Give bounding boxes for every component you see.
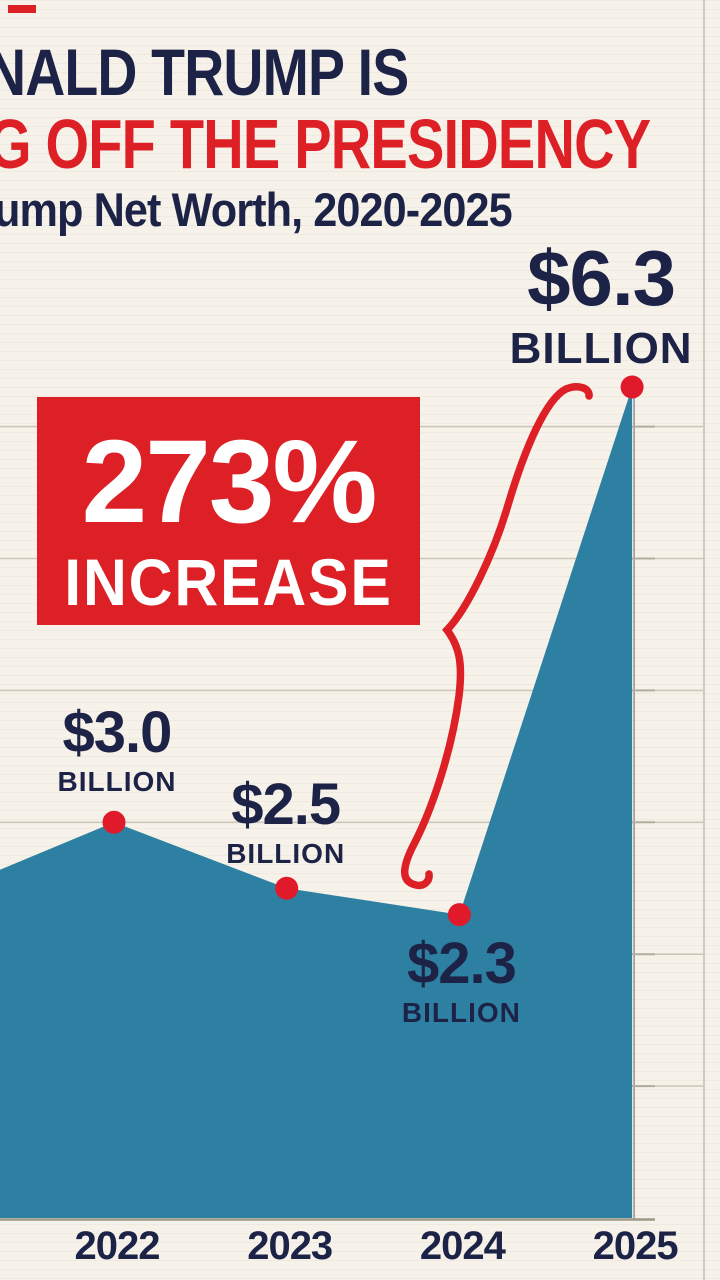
value-label-2025: $6.3 BILLION (510, 239, 693, 371)
data-point-2022 (102, 810, 126, 834)
x-axis-label-2024: 2024 (419, 1224, 506, 1268)
value-unit: BILLION (57, 766, 177, 798)
value-label-2024: $2.3 BILLION (401, 930, 521, 1028)
x-axis-label-2025: 2025 (592, 1224, 679, 1268)
value-unit: BILLION (226, 838, 346, 870)
data-point-2024 (447, 903, 471, 927)
value-amount: $2.5 (231, 772, 341, 838)
headline-line1: NALD TRUMP IS (0, 35, 409, 109)
value-unit: BILLION (509, 324, 693, 374)
data-point-2023 (275, 876, 299, 900)
value-amount: $2.3 (406, 930, 517, 996)
value-label-2023: $2.5 BILLION (226, 776, 345, 868)
increase-brace-annotation (401, 383, 593, 890)
paper-crease-line (703, 0, 705, 1280)
increase-percent: 273% (81, 416, 378, 548)
data-point-2025 (620, 375, 644, 399)
area-fill (0, 387, 633, 1218)
data-point-dots (102, 375, 644, 927)
increase-word: INCREASE (64, 545, 393, 619)
value-unit: BILLION (401, 996, 521, 1028)
value-amount: $3.0 (62, 700, 173, 766)
x-axis-label-2022: 2022 (74, 1224, 161, 1268)
headline-line2: G OFF THE PRESIDENCY (0, 105, 651, 183)
axis-ticks (632, 425, 655, 1088)
cropped-red-mark (8, 5, 36, 13)
increase-callout: 273% INCREASE (37, 397, 420, 625)
value-amount: $6.3 (527, 234, 676, 323)
x-axis-label-2023: 2023 (247, 1224, 333, 1268)
chart-subtitle: ump Net Worth, 2020-2025 (0, 183, 513, 236)
value-label-2022: $3.0 BILLION (58, 704, 177, 796)
